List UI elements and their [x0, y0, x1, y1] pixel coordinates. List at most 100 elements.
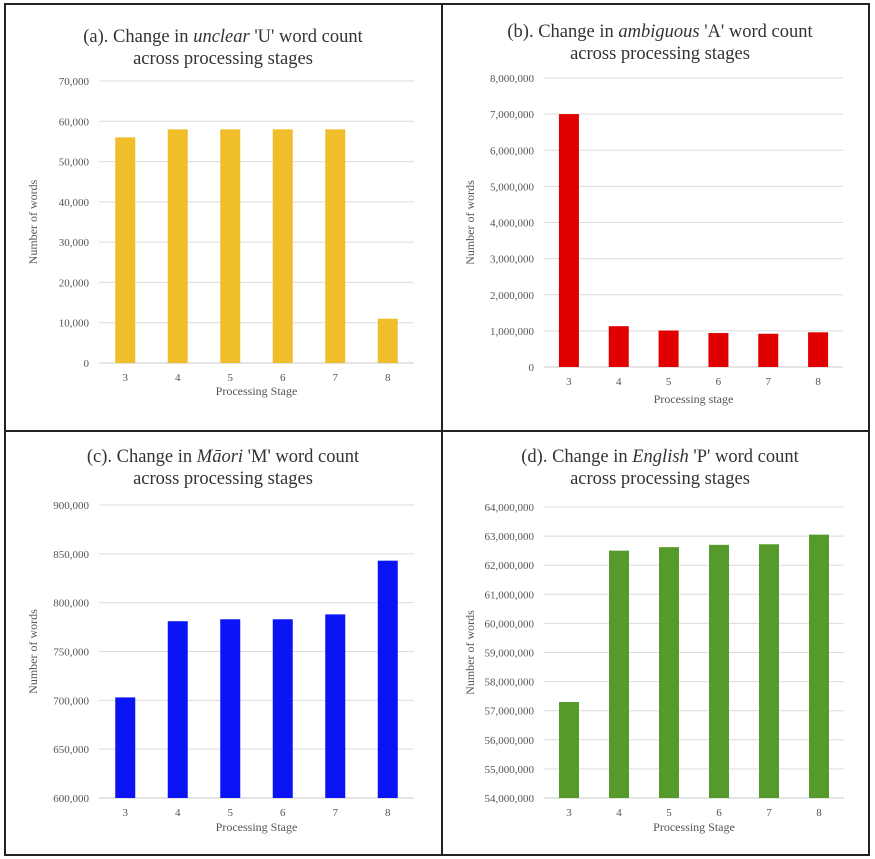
x-tick-label: 6 — [716, 376, 722, 388]
chart-title-prefix: (c). Change in — [86, 447, 193, 467]
chart-title-italic: English — [632, 447, 689, 467]
bar — [377, 318, 398, 363]
y-tick-label: 70,000 — [59, 76, 90, 88]
x-tick-label: 8 — [816, 807, 822, 819]
bar — [559, 701, 579, 798]
y-tick-label: 700,000 — [53, 695, 89, 707]
y-tick-label: 59,000,000 — [485, 648, 535, 660]
y-tick-label: 800,000 — [53, 598, 89, 610]
y-axis-label: Number of words — [463, 610, 477, 695]
chart-svg: 54,000,000 55,000,000 56,000,000 57,000,000… — [463, 502, 844, 834]
y-tick-label: 8,000,000 — [490, 73, 535, 85]
chart-title-prefix: (d). Change in — [521, 447, 628, 467]
bar — [709, 544, 729, 798]
bar — [115, 697, 136, 798]
x-tick-label: 5 — [228, 372, 234, 384]
bar — [608, 326, 629, 367]
figure-grid-border — [4, 3, 870, 856]
x-tick-label: 5 — [666, 807, 672, 819]
y-tick-label: 850,000 — [53, 549, 89, 561]
chart-title-line-1: (c). Change in Māori 'M' word count — [6, 446, 440, 468]
bar — [220, 619, 241, 798]
x-tick-label: 4 — [616, 807, 622, 819]
bar — [377, 560, 398, 798]
chart-panel-d: (d). Change in English 'P' word count ac… — [443, 432, 875, 855]
chart-title-prefix: (a). Change in — [83, 27, 189, 47]
x-axis-label: Processing Stage — [653, 820, 735, 834]
bar — [325, 614, 346, 798]
chart-title-prefix: (b). Change in — [507, 22, 614, 42]
x-tick-label: 8 — [815, 376, 821, 388]
chart-title-line-1: (d). Change in English 'P' word count — [443, 446, 875, 468]
x-tick-label: 7 — [333, 807, 339, 819]
y-tick-label: 61,000,000 — [485, 589, 535, 601]
bar — [167, 129, 188, 363]
chart-panel-b: (b). Change in ambiguous 'A' word count … — [443, 5, 875, 428]
y-tick-label: 750,000 — [53, 647, 89, 659]
chart-panel-c: (c). Change in Māori 'M' word count acro… — [6, 432, 440, 855]
y-tick-label: 30,000 — [59, 237, 90, 249]
bar — [809, 534, 829, 798]
chart-title-line-2: across processing stages — [133, 469, 313, 489]
y-tick-label: 5,000,000 — [490, 181, 535, 193]
x-tick-label: 5 — [666, 376, 672, 388]
chart-title-italic: unclear — [193, 27, 250, 47]
x-tick-label: 8 — [385, 372, 391, 384]
chart-title-suffix: 'U' word count — [254, 27, 363, 47]
x-tick-label: 3 — [566, 807, 572, 819]
chart-title-line-2: across processing stages — [570, 469, 750, 489]
x-tick-label: 7 — [333, 372, 339, 384]
x-axis-label: Processing Stage — [216, 384, 298, 398]
x-axis-label: Processing Stage — [216, 820, 298, 834]
x-tick-label: 6 — [716, 807, 722, 819]
y-tick-label: 64,000,000 — [485, 502, 535, 514]
y-tick-label: 60,000 — [59, 116, 90, 128]
y-tick-label: 650,000 — [53, 744, 89, 756]
x-tick-label: 4 — [175, 807, 181, 819]
y-tick-label: 50,000 — [59, 157, 90, 169]
bar — [758, 333, 779, 367]
chart-svg: 600,000 650,000 700,000 750,000 800,000 850,0… — [26, 500, 414, 834]
chart-title-line-1: (a). Change in unclear 'U' word count — [6, 26, 440, 48]
chart-title: (c). Change in Māori 'M' word count acro… — [6, 446, 440, 490]
chart-panel-a: (a). Change in unclear 'U' word count ac… — [6, 5, 440, 428]
bar — [759, 544, 779, 798]
y-tick-label: 62,000,000 — [485, 560, 535, 572]
y-tick-label: 58,000,000 — [485, 677, 535, 689]
panel-divider-horizontal — [4, 430, 870, 432]
bar — [609, 550, 629, 798]
y-tick-label: 20,000 — [59, 277, 90, 289]
y-tick-label: 57,000,000 — [485, 706, 535, 718]
chart-title-line-2: across processing stages — [133, 49, 313, 69]
chart-title-italic: Māori — [196, 447, 244, 467]
chart-title-suffix: 'P' word count — [693, 447, 799, 467]
y-tick-label: 2,000,000 — [490, 290, 535, 302]
y-tick-label: 3,000,000 — [490, 254, 535, 266]
chart-title-line-2: across processing stages — [570, 44, 750, 64]
x-tick-label: 7 — [766, 807, 772, 819]
x-tick-label: 7 — [766, 376, 772, 388]
y-tick-label: 900,000 — [53, 500, 89, 512]
bar — [659, 547, 679, 798]
y-tick-label: 40,000 — [59, 197, 90, 209]
x-tick-label: 8 — [385, 807, 391, 819]
y-tick-label: 0 — [84, 358, 90, 370]
y-axis-label: Number of words — [26, 179, 40, 264]
x-tick-label: 4 — [175, 372, 181, 384]
chart-title-line-1: (b). Change in ambiguous 'A' word count — [443, 21, 875, 43]
bar — [558, 114, 579, 367]
x-axis-label: Processing stage — [654, 392, 734, 406]
bar — [708, 333, 729, 367]
chart-title-suffix: 'A' word count — [704, 22, 813, 42]
bar — [808, 332, 829, 367]
y-tick-label: 56,000,000 — [485, 735, 535, 747]
y-tick-label: 600,000 — [53, 793, 89, 805]
y-tick-label: 10,000 — [59, 318, 90, 330]
x-tick-label: 6 — [280, 372, 286, 384]
x-tick-label: 3 — [566, 376, 572, 388]
y-tick-label: 7,000,000 — [490, 109, 535, 121]
y-axis-label: Number of words — [463, 180, 477, 265]
chart-title: (a). Change in unclear 'U' word count ac… — [6, 26, 440, 70]
y-tick-label: 63,000,000 — [485, 531, 535, 543]
y-tick-label: 54,000,000 — [485, 793, 535, 805]
